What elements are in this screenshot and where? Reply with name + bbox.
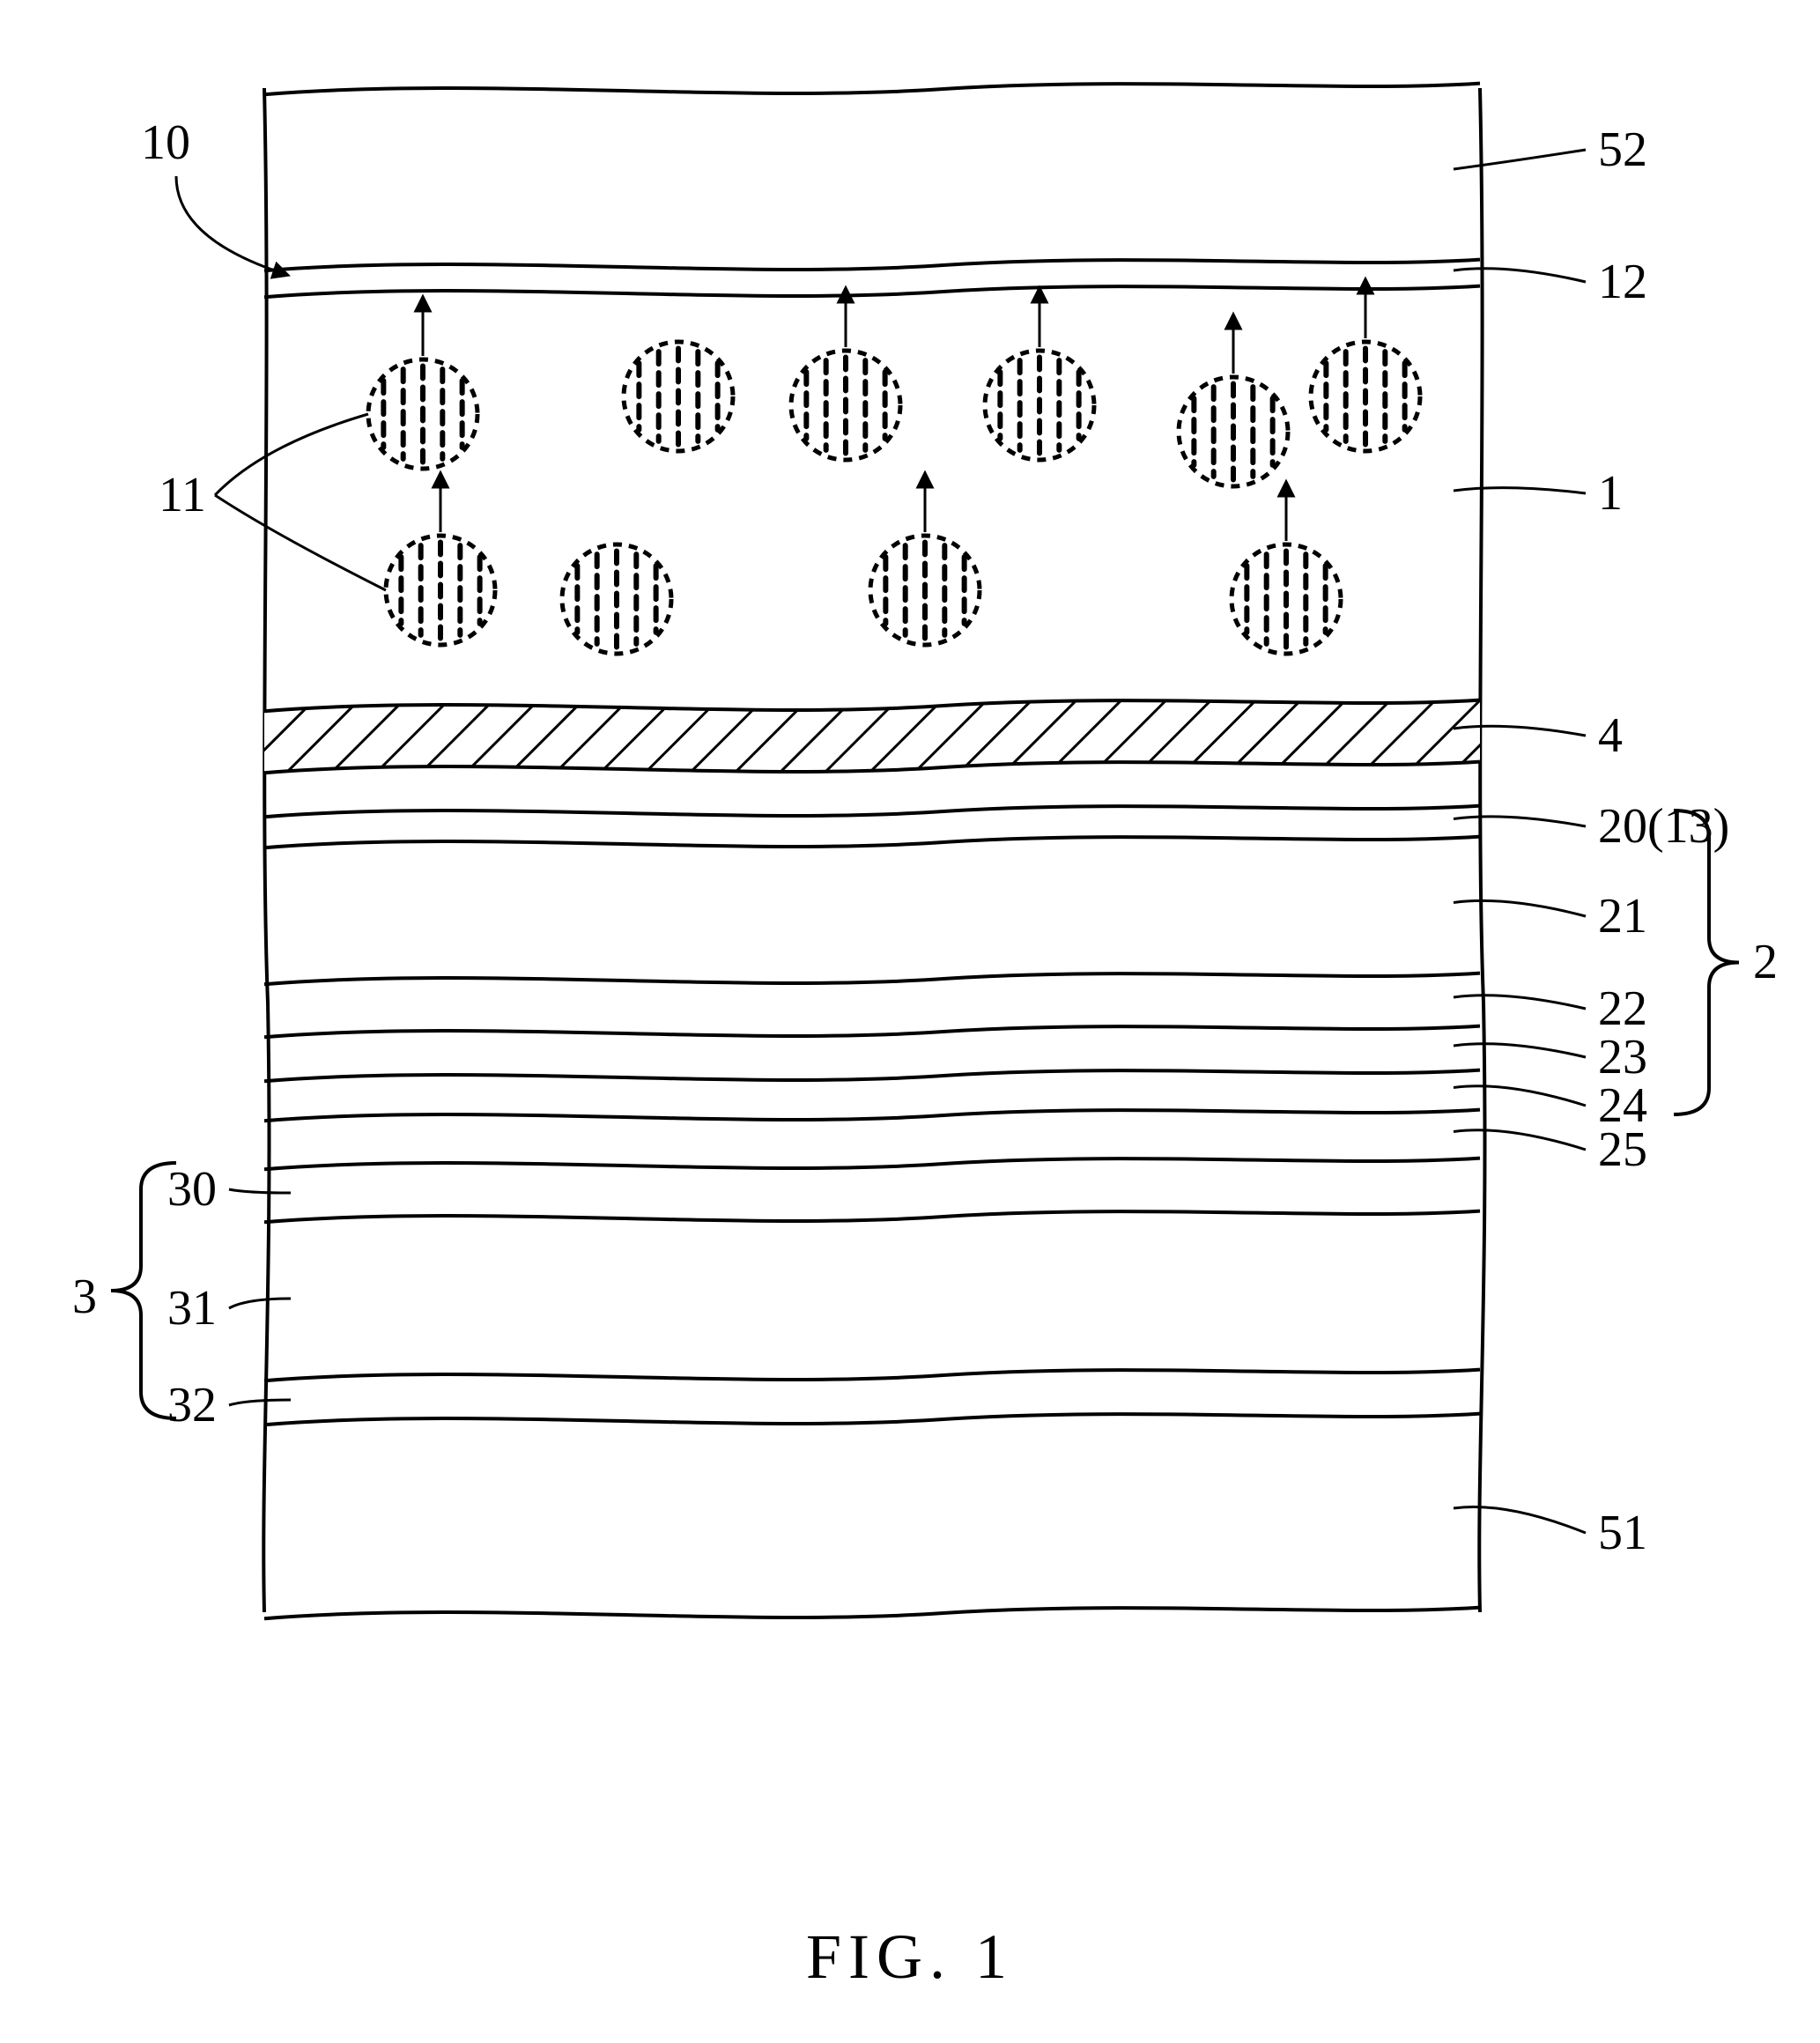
- figure-svg: 52121420(13)212223242530313251231011: [35, 35, 1785, 1868]
- svg-text:3: 3: [72, 1269, 97, 1324]
- svg-text:51: 51: [1598, 1506, 1647, 1560]
- svg-text:21: 21: [1598, 889, 1647, 944]
- figure-caption: FIG. 1: [35, 1921, 1785, 1994]
- svg-text:22: 22: [1598, 981, 1647, 1036]
- svg-text:4: 4: [1598, 708, 1623, 763]
- svg-text:10: 10: [141, 115, 190, 170]
- svg-text:23: 23: [1598, 1030, 1647, 1084]
- svg-text:30: 30: [167, 1162, 217, 1217]
- svg-text:32: 32: [167, 1378, 217, 1432]
- svg-text:12: 12: [1598, 255, 1647, 309]
- svg-text:2: 2: [1753, 935, 1778, 989]
- svg-text:31: 31: [167, 1281, 217, 1336]
- svg-text:52: 52: [1598, 122, 1647, 177]
- svg-text:11: 11: [159, 468, 206, 522]
- svg-text:25: 25: [1598, 1122, 1647, 1177]
- svg-text:1: 1: [1598, 466, 1623, 521]
- figure-container: 52121420(13)212223242530313251231011 FIG…: [35, 35, 1785, 1994]
